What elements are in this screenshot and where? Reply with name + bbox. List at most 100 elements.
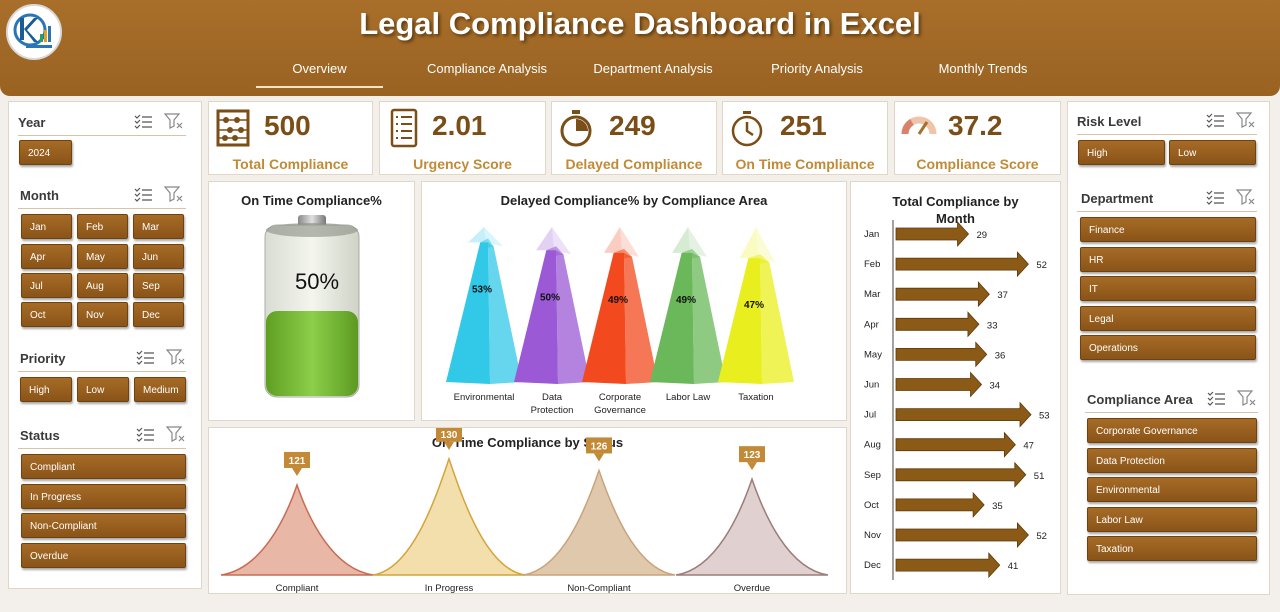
data-label-pointer [444,441,454,450]
tab-department-analysis[interactable]: Department Analysis [593,61,713,76]
multi-select-icon[interactable] [135,349,155,365]
clear-filter-icon[interactable] [1236,189,1256,205]
month-may-button[interactable]: May [77,244,128,269]
kpi-label: On Time Compliance [735,156,875,172]
month-nov-button[interactable]: Nov [77,302,128,327]
year-2024-button[interactable]: 2024 [19,140,72,165]
clock-icon [731,111,763,147]
category-label: Data [542,392,563,403]
month-label: Jun [864,380,879,391]
multi-select-icon[interactable] [133,186,153,202]
month-arrow-bar [895,220,970,248]
month-jul-button[interactable]: Jul [21,273,72,298]
area-taxation-button[interactable]: Taxation [1087,536,1257,561]
pyramid-side-face [488,242,522,384]
data-label-box [284,451,310,468]
multi-select-icon[interactable] [1205,189,1225,205]
risk-high-button[interactable]: High [1078,140,1165,165]
month-apr-button[interactable]: Apr [21,244,72,269]
data-label: 51 [1034,471,1045,482]
data-label: 49% [676,295,696,306]
status-non-compliant-button[interactable]: Non-Compliant [21,513,186,538]
tab-priority-analysis[interactable]: Priority Analysis [771,61,863,76]
area-environmental-button[interactable]: Environmental [1087,477,1257,502]
pyramid-cut-face [681,248,701,259]
month-label: May [864,349,882,360]
month-jun-button[interactable]: Jun [133,244,184,269]
slicer-divider [18,208,186,209]
compliance-area-slicer-title: Compliance Area [1087,392,1193,407]
pyramid-front-face [582,252,626,384]
clear-filter-icon[interactable] [164,113,184,129]
month-aug-button[interactable]: Aug [77,273,128,298]
pyramid-bar [650,227,726,384]
month-jan-button[interactable]: Jan [21,214,72,239]
department-legal-button[interactable]: Legal [1080,306,1256,331]
status-in-progress-button[interactable]: In Progress [21,484,186,509]
clear-filter-icon[interactable] [166,349,186,365]
pyramid-bar [718,227,794,384]
data-label: 121 [289,456,306,467]
clear-filter-icon[interactable] [1237,390,1257,406]
month-label: Apr [864,319,879,330]
multi-select-icon[interactable] [1205,112,1225,128]
month-dec-button[interactable]: Dec [133,302,184,327]
data-label-box [586,437,612,454]
data-label: 123 [744,450,761,461]
risk-low-button[interactable]: Low [1169,140,1256,165]
pyramid-bar [446,227,522,384]
clear-filter-icon[interactable] [164,186,184,202]
clear-filter-icon[interactable] [1236,112,1256,128]
status-area-shape [522,468,676,576]
department-operations-button[interactable]: Operations [1080,335,1256,360]
area-data-protection-button[interactable]: Data Protection [1087,448,1257,473]
month-arrow-bar [895,281,990,308]
month-label: Dec [864,560,881,571]
gauge-icon [901,116,937,135]
chart-title: Delayed Compliance% by Compliance Area [500,193,768,208]
gauge-value-label: 50% [295,269,339,294]
priority-medium-button[interactable]: Medium [134,377,186,402]
priority-high-button[interactable]: High [20,377,72,402]
tab-compliance-analysis[interactable]: Compliance Analysis [427,61,547,76]
kpi-card-urgency-score: 2.01 Urgency Score [379,101,546,175]
tab-overview[interactable]: Overview [256,58,383,88]
month-sep-button[interactable]: Sep [133,273,184,298]
data-label-box [436,428,462,442]
month-mar-button[interactable]: Mar [133,214,184,239]
category-label: Governance [594,405,646,416]
department-hr-button[interactable]: HR [1080,247,1256,272]
status-compliant-button[interactable]: Compliant [21,454,186,479]
clear-filter-icon[interactable] [166,426,186,442]
kpi-value: 249 [609,110,656,141]
multi-select-icon[interactable] [1206,390,1226,406]
battery-fill [266,311,358,396]
pyramid-side-face [760,258,794,384]
data-label: 47% [744,300,764,311]
company-logo [6,4,62,60]
status-overdue-button[interactable]: Overdue [21,543,186,568]
priority-low-button[interactable]: Low [77,377,129,402]
data-label: 53 [1039,411,1050,422]
tab-monthly-trends[interactable]: Monthly Trends [938,61,1028,76]
data-label: 52 [1036,260,1047,271]
area-corporate-governance-button[interactable]: Corporate Governance [1087,418,1257,443]
kpi-card-compliance-score: 37.2 Compliance Score [894,101,1061,175]
area-labor-law-button[interactable]: Labor Law [1087,507,1257,532]
month-feb-button[interactable]: Feb [77,214,128,239]
department-it-button[interactable]: IT [1080,276,1256,301]
data-label: 53% [472,284,492,295]
month-oct-button[interactable]: Oct [21,302,72,327]
month-label: Sep [864,470,881,481]
department-finance-button[interactable]: Finance [1080,217,1256,242]
pyramid-front-face [514,250,558,384]
slicer-divider [18,135,186,136]
multi-select-icon[interactable] [133,113,153,129]
category-label: Protection [531,405,574,416]
month-label: Mar [864,289,880,300]
status-area-shape [675,476,829,576]
month-arrow-bar [895,491,985,518]
pyramid-front-face [718,258,762,384]
category-label: Corporate [599,392,641,403]
multi-select-icon[interactable] [135,426,155,442]
